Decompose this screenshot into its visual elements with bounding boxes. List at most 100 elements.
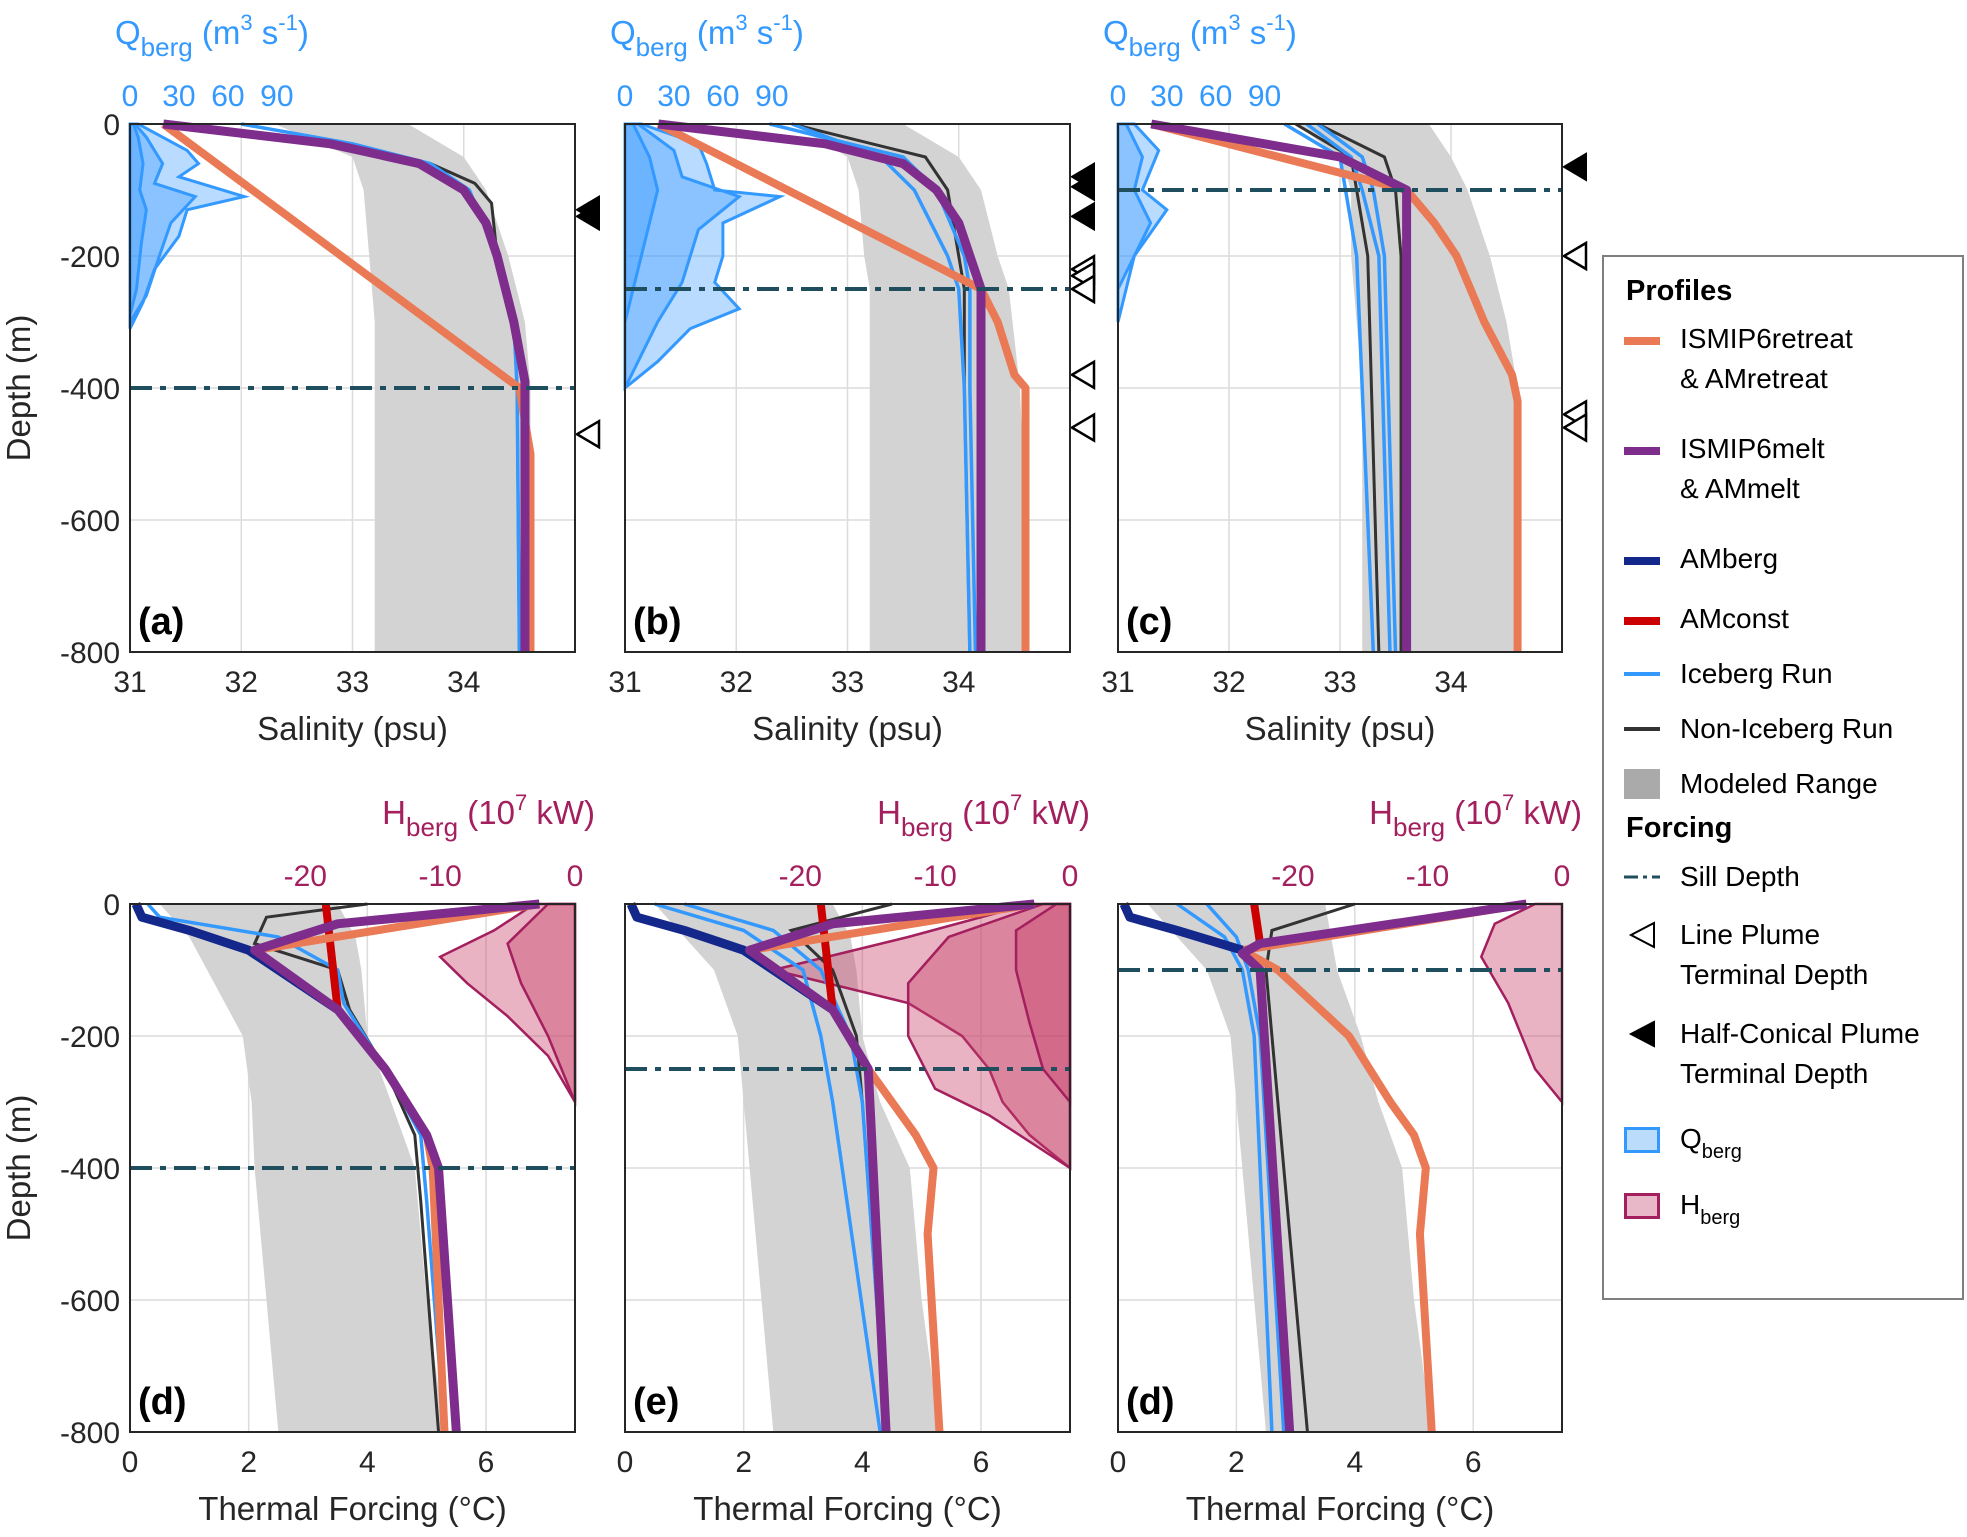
legend-label: Half-Conical Plume Terminal Depth bbox=[1680, 1018, 1920, 1089]
iceberg-run-line bbox=[1205, 902, 1286, 1433]
legend-label: Modeled Range bbox=[1680, 768, 1878, 799]
half-conical-plume-marker bbox=[1070, 171, 1095, 202]
legend-label: Iceberg Run bbox=[1680, 658, 1833, 689]
x-axis-label: Salinity (psu) bbox=[257, 710, 448, 747]
y-tick-label: -200 bbox=[60, 1021, 120, 1054]
iceberg-run-line bbox=[146, 902, 447, 1433]
qberg-tick-label: 30 bbox=[657, 80, 690, 113]
x-tick-label: 32 bbox=[720, 666, 753, 699]
x-tick-label: 31 bbox=[608, 666, 641, 699]
x-tick-label: 4 bbox=[1346, 1446, 1363, 1479]
x-tick-label: 6 bbox=[1465, 1446, 1482, 1479]
filled-triangle-icon bbox=[1624, 1014, 1660, 1059]
amconst-line bbox=[321, 903, 342, 1011]
y-tick-label: -800 bbox=[60, 1417, 120, 1450]
iceberg-run-line bbox=[769, 122, 978, 653]
legend-item: Half-Conical Plume Terminal Depth bbox=[1624, 1014, 1920, 1094]
x-tick-label: 32 bbox=[225, 666, 258, 699]
ismip6melt-line bbox=[1150, 119, 1412, 652]
legend-item: AMberg bbox=[1624, 539, 1778, 579]
legend-item: Hberg bbox=[1624, 1185, 1740, 1238]
legend-swatch bbox=[1624, 337, 1660, 345]
x-tick-label: 2 bbox=[735, 1446, 752, 1479]
qberg-tick-label: 90 bbox=[755, 80, 788, 113]
ismip6melt-line bbox=[1237, 899, 1528, 1433]
qberg-tick-label: 30 bbox=[1150, 80, 1183, 113]
x-tick-label: 4 bbox=[359, 1446, 376, 1479]
line-plume-marker bbox=[1069, 412, 1096, 443]
y-tick-label: -800 bbox=[60, 637, 120, 670]
legend-patch-icon bbox=[1624, 1193, 1660, 1219]
qberg-axis-label: Qberg (m3 s-1) bbox=[115, 10, 309, 62]
x-tick-label: 33 bbox=[831, 666, 864, 699]
y-tick-label: -400 bbox=[60, 1153, 120, 1186]
qberg-area bbox=[623, 122, 743, 389]
x-tick-label: 6 bbox=[478, 1446, 495, 1479]
legend-item: Non-Iceberg Run bbox=[1624, 709, 1893, 749]
y-tick-label: -600 bbox=[60, 1285, 120, 1318]
hberg-area bbox=[1479, 902, 1564, 1106]
line-plume-marker bbox=[574, 419, 601, 450]
hberg-area bbox=[773, 902, 1072, 1171]
legend-swatch bbox=[1624, 672, 1660, 676]
modeled-range-area bbox=[1147, 904, 1432, 1432]
legend-label: Hberg bbox=[1680, 1189, 1741, 1229]
line-plume-marker bbox=[1561, 412, 1588, 443]
x-tick-label: 33 bbox=[336, 666, 369, 699]
qberg-tick-label: 60 bbox=[1199, 80, 1232, 113]
qberg-tick-label: 60 bbox=[706, 80, 739, 113]
hberg-area bbox=[438, 902, 577, 1107]
qberg-area bbox=[128, 122, 148, 316]
legend-label: ISMIP6retreat & AMretreat bbox=[1680, 323, 1853, 394]
y-tick-label: -200 bbox=[60, 241, 120, 274]
legend-label: AMconst bbox=[1680, 603, 1789, 634]
hberg-tick-label: -20 bbox=[1271, 860, 1314, 893]
legend-label: Line Plume Terminal Depth bbox=[1680, 919, 1869, 990]
panel-a: 31 32 33 34 0 -200 -400 -600 -800 Salinity (psu) D… bbox=[0, 10, 601, 747]
qberg-tick-label: 0 bbox=[1110, 80, 1127, 113]
line-plume-marker bbox=[1069, 359, 1096, 390]
x-axis-label: Thermal Forcing (°C) bbox=[693, 1490, 1001, 1527]
panel-label: (b) bbox=[633, 601, 682, 643]
line-plume-marker bbox=[1561, 240, 1588, 272]
panel-c: 31 32 33 34 Salinity (psu) (c) 0 30 60 90 Qberg (m… bbox=[1101, 10, 1588, 747]
x-tick-label: 4 bbox=[854, 1446, 871, 1479]
hberg-area bbox=[906, 902, 1072, 1171]
x-tick-label: 0 bbox=[617, 1446, 634, 1479]
y-axis-label: Depth (m) bbox=[0, 1095, 37, 1242]
axes-box bbox=[129, 903, 576, 1433]
hberg-tick-label: 0 bbox=[1062, 860, 1079, 893]
x-axis-label: Salinity (psu) bbox=[752, 710, 943, 747]
hberg-tick-label: 0 bbox=[1554, 860, 1571, 893]
legend-item: Sill Depth bbox=[1624, 857, 1800, 902]
x-tick-label: 34 bbox=[447, 666, 480, 699]
legend-label: ISMIP6melt & AMmelt bbox=[1680, 433, 1825, 504]
axes-box bbox=[624, 123, 1071, 653]
ismip6melt-line bbox=[250, 899, 540, 1433]
legend-swatch bbox=[1624, 447, 1660, 455]
legend: Profiles ISMIP6retreat & AMretreat ISMIP6… bbox=[1602, 255, 1964, 1300]
legend-item: Line Plume Terminal Depth bbox=[1624, 915, 1868, 995]
x-tick-label: 2 bbox=[240, 1446, 257, 1479]
panel-label: (d) bbox=[1126, 1381, 1175, 1423]
axes-box bbox=[1117, 903, 1563, 1433]
legend-swatch bbox=[1624, 617, 1660, 625]
iceberg-run-line bbox=[1176, 902, 1274, 1433]
legend-label: Non-Iceberg Run bbox=[1680, 713, 1894, 744]
x-tick-label: 31 bbox=[113, 666, 146, 699]
axes-box bbox=[1117, 123, 1563, 653]
x-tick-label: 33 bbox=[1323, 666, 1356, 699]
legend-item: Modeled Range bbox=[1624, 764, 1878, 804]
x-axis-label: Thermal Forcing (°C) bbox=[198, 1490, 506, 1527]
hberg-tick-label: -20 bbox=[284, 860, 327, 893]
modeled-range-area bbox=[159, 904, 445, 1432]
amconst-line bbox=[1250, 903, 1265, 945]
qberg-area bbox=[1116, 122, 1169, 323]
qberg-area bbox=[128, 122, 198, 328]
legend-patch-icon bbox=[1624, 1127, 1660, 1153]
half-conical-plume-marker bbox=[1562, 152, 1587, 182]
y-tick-label: 0 bbox=[103, 109, 120, 142]
hberg-tick-label: -10 bbox=[1406, 860, 1449, 893]
